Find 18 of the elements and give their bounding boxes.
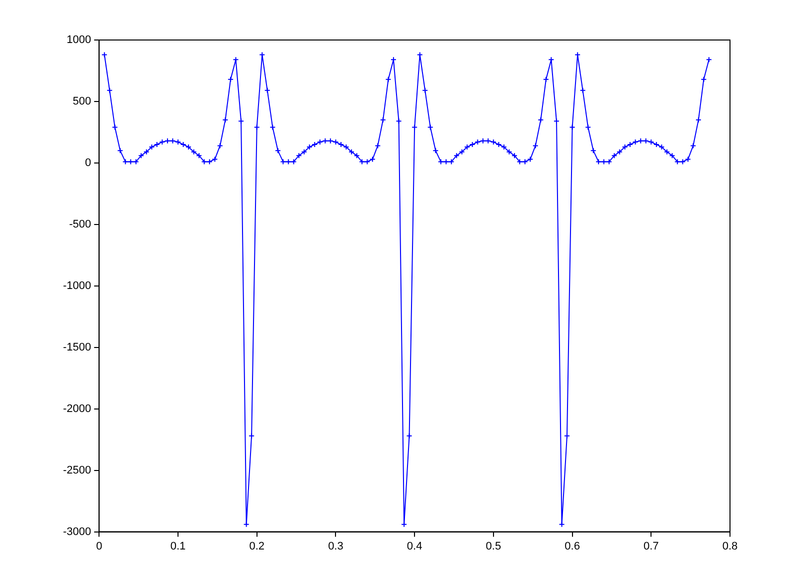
y-tick-label: -3000: [62, 526, 92, 538]
y-tick-label: 1000: [66, 34, 92, 46]
x-tick-label: 0.3: [328, 540, 344, 552]
y-tick-label: -1000: [62, 280, 92, 292]
x-tick-label: 0.4: [406, 540, 422, 552]
x-tick-label: 0: [96, 540, 102, 552]
y-tick-label: -500: [69, 218, 92, 230]
x-tick-label: 0.7: [643, 540, 659, 552]
y-tick-label: -2500: [62, 464, 92, 476]
y-tick-label: 0: [85, 156, 92, 169]
y-tick-label: -2000: [62, 402, 92, 415]
x-tick-label: 0.6: [564, 540, 580, 552]
x-tick-label: 0.1: [170, 540, 186, 552]
x-tick-label: 0.5: [486, 540, 502, 552]
x-tick-label: 0.8: [722, 540, 738, 552]
y-tick-label: 500: [72, 96, 92, 108]
y-tick-label: -1500: [62, 341, 92, 354]
x-tick-label: 0.2: [249, 540, 264, 552]
